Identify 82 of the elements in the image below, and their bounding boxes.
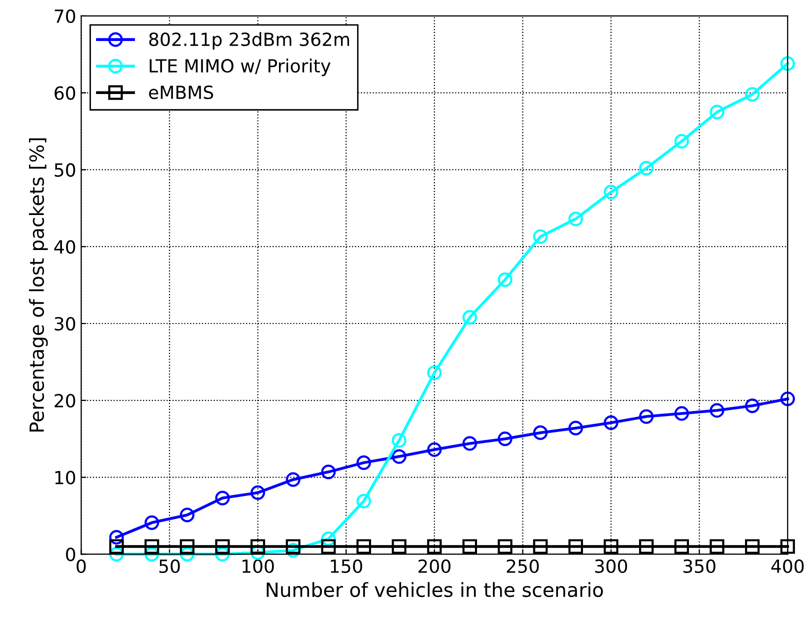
point bbox=[745, 398, 760, 414]
x-tick-label: 50 bbox=[159, 559, 180, 574]
legend-label: LTE MIMO w/ Priority bbox=[150, 58, 331, 76]
point bbox=[250, 485, 266, 500]
y-tick-label: 20 bbox=[54, 394, 76, 408]
point bbox=[180, 546, 194, 562]
point bbox=[427, 365, 442, 380]
point bbox=[215, 539, 230, 554]
point bbox=[392, 433, 406, 448]
point bbox=[674, 406, 689, 421]
point bbox=[321, 532, 336, 546]
x-axis-title: Number of vehicles in the scenario bbox=[266, 582, 603, 598]
point bbox=[109, 546, 124, 562]
x-tick-label: 100 bbox=[242, 559, 274, 574]
y-tick-label: 10 bbox=[55, 470, 76, 484]
x-tick-label: 150 bbox=[330, 559, 362, 574]
point bbox=[674, 539, 689, 554]
point bbox=[498, 272, 512, 287]
point bbox=[780, 56, 795, 71]
point bbox=[144, 539, 160, 554]
x-tick-label: 300 bbox=[595, 559, 628, 574]
legend-label: 802.11p 23dBm 362m bbox=[149, 32, 350, 50]
y-tick-label: 40 bbox=[54, 240, 76, 254]
point bbox=[568, 212, 584, 226]
point bbox=[356, 539, 372, 554]
y-tick-label: 50 bbox=[54, 163, 76, 177]
point bbox=[356, 494, 372, 508]
point bbox=[462, 310, 478, 325]
x-tick-label: 350 bbox=[683, 559, 716, 574]
y-tick-label: 60 bbox=[54, 86, 76, 100]
legend-label: eMBMS bbox=[149, 86, 214, 100]
x-tick-label: 0 bbox=[76, 559, 86, 574]
point bbox=[533, 425, 548, 440]
point bbox=[215, 490, 230, 506]
point bbox=[215, 546, 230, 562]
point bbox=[533, 229, 548, 244]
point bbox=[780, 539, 795, 554]
point bbox=[250, 545, 266, 560]
point bbox=[286, 543, 300, 558]
point bbox=[109, 530, 124, 545]
point bbox=[392, 449, 406, 464]
point bbox=[710, 104, 724, 120]
point bbox=[568, 539, 584, 554]
x-tick-label: 200 bbox=[418, 559, 450, 574]
point bbox=[427, 539, 442, 554]
point bbox=[533, 539, 548, 554]
point bbox=[780, 392, 795, 406]
y-tick-label: 0 bbox=[66, 548, 76, 562]
point bbox=[745, 87, 760, 102]
point bbox=[639, 539, 654, 554]
point bbox=[250, 539, 266, 554]
x-tick-label: 400 bbox=[771, 559, 804, 574]
point bbox=[462, 539, 478, 554]
point bbox=[180, 539, 194, 554]
y-axis-title: Percentage of lost packets [%] bbox=[28, 138, 48, 432]
point bbox=[286, 472, 300, 487]
y-tick-label: 70 bbox=[54, 9, 76, 24]
point bbox=[286, 539, 300, 554]
point bbox=[710, 539, 724, 554]
point bbox=[745, 539, 760, 554]
point bbox=[462, 436, 478, 451]
point bbox=[109, 539, 124, 554]
point bbox=[498, 539, 512, 554]
point bbox=[568, 420, 584, 436]
point bbox=[604, 184, 618, 200]
point bbox=[356, 455, 372, 470]
point bbox=[180, 508, 194, 522]
point bbox=[498, 432, 512, 446]
point bbox=[674, 134, 689, 149]
point bbox=[321, 464, 336, 480]
y-tick-label: 30 bbox=[54, 316, 76, 331]
x-tick-label: 250 bbox=[506, 559, 539, 574]
point bbox=[321, 539, 336, 554]
point bbox=[392, 539, 406, 554]
point bbox=[144, 546, 160, 562]
point bbox=[639, 409, 654, 424]
point bbox=[427, 442, 442, 457]
point bbox=[604, 415, 618, 430]
point bbox=[639, 160, 654, 176]
point bbox=[144, 515, 160, 530]
point bbox=[604, 539, 618, 554]
point bbox=[710, 403, 724, 418]
